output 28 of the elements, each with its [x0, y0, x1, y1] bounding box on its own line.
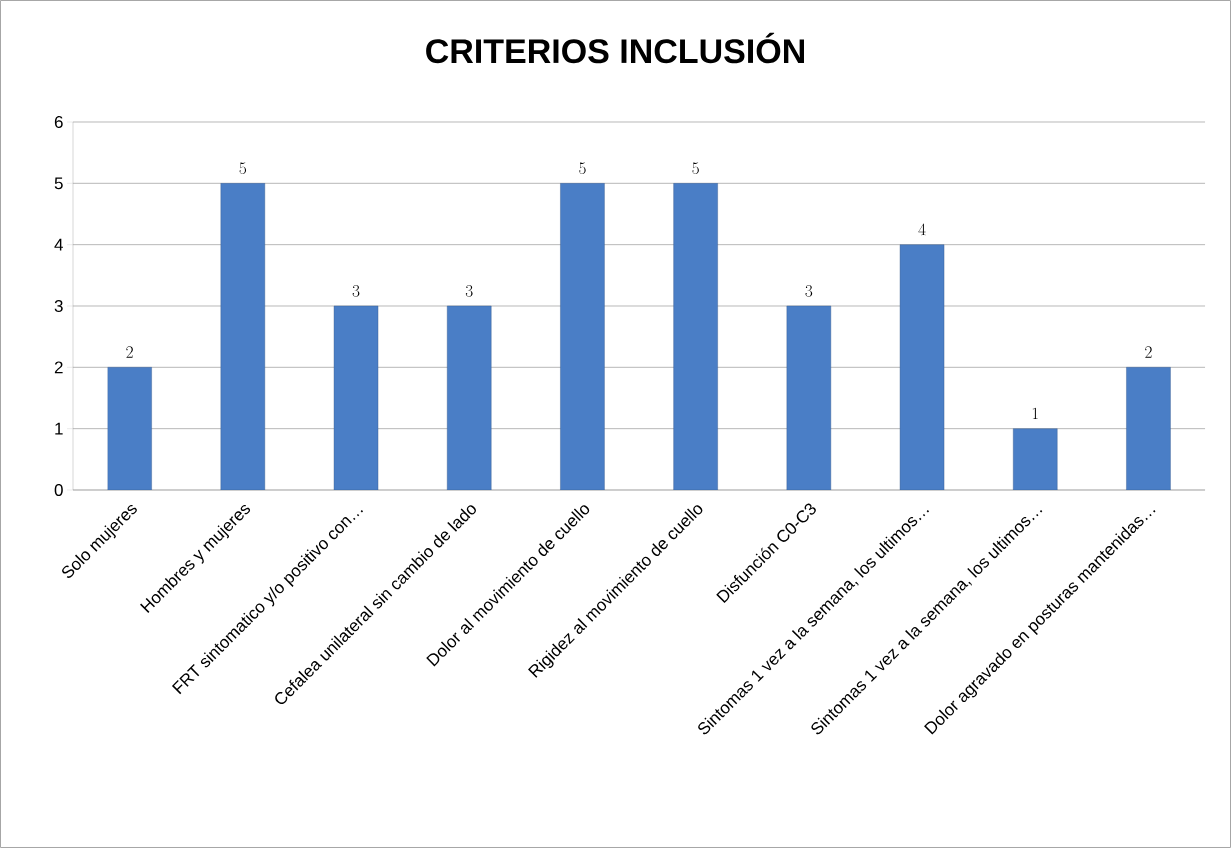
data-label: 5: [692, 162, 699, 175]
y-tick-label: 1: [55, 422, 63, 435]
chart-title: CRITERIOS INCLUSIÓN: [426, 32, 804, 64]
data-label: 3: [465, 285, 473, 297]
bar: [1126, 367, 1171, 490]
y-tick-label: 5: [54, 177, 63, 190]
bar: [333, 305, 379, 490]
data-label: 1: [1032, 407, 1038, 420]
data-label: 2: [126, 346, 133, 358]
bar: [107, 367, 152, 490]
bar: [1013, 428, 1058, 490]
bar: [786, 305, 832, 490]
data-label: 3: [805, 285, 813, 297]
y-tick-label: 4: [54, 238, 63, 251]
y-tick-label: 6: [54, 115, 63, 129]
data-label: 5: [579, 162, 586, 175]
y-tick-label: 2: [54, 361, 63, 374]
y-tick-label: 0: [54, 483, 63, 497]
bar: [899, 244, 945, 490]
data-label: 3: [352, 285, 360, 297]
data-label: 5: [239, 162, 247, 175]
bar: [447, 305, 492, 490]
bar: [673, 183, 718, 490]
bar: [560, 183, 605, 490]
data-label: 4: [918, 223, 926, 236]
y-tick-label: 3: [54, 299, 63, 313]
bar: [220, 183, 266, 490]
data-label: 2: [1145, 346, 1152, 358]
